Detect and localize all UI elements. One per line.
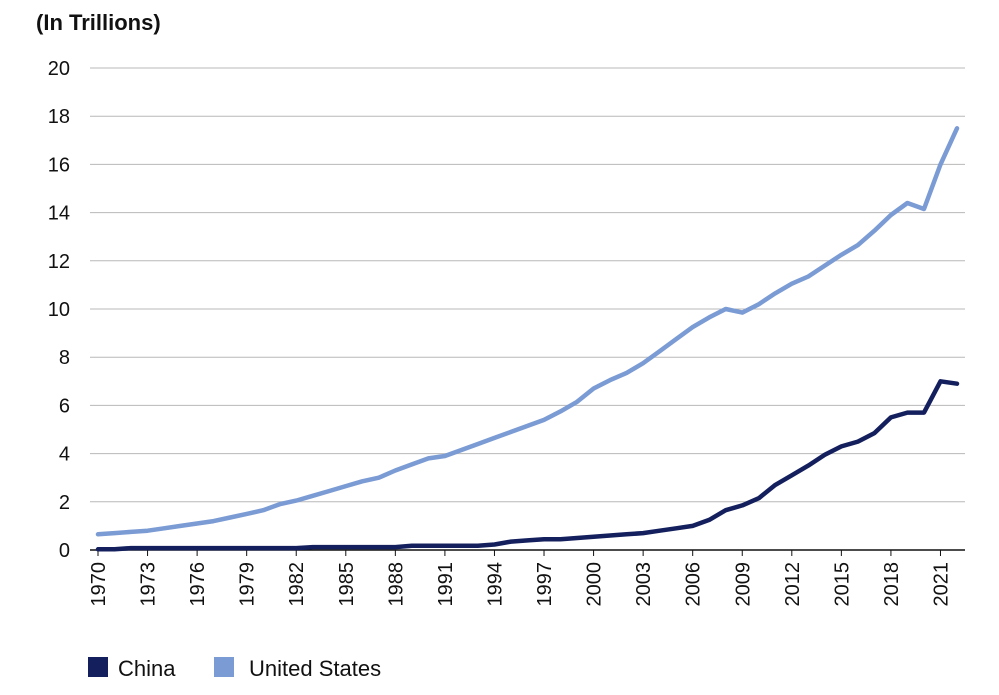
y-tick-label: 18	[48, 106, 70, 128]
series-line-united-states	[95, 126, 960, 537]
x-tick-label: 2021	[930, 562, 952, 607]
x-tick-label: 1970	[88, 562, 110, 607]
x-tick-label: 1997	[534, 562, 556, 607]
x-tick-label: 2000	[584, 562, 606, 607]
x-tick-label: 1988	[385, 562, 407, 607]
x-tick-label: 2018	[881, 562, 903, 607]
y-axis-label: (In Trillions)	[36, 10, 161, 35]
y-tick-label: 14	[48, 203, 70, 225]
y-tick-label: 16	[48, 154, 70, 176]
y-tick-label: 4	[59, 444, 70, 466]
y-tick-label: 8	[59, 347, 70, 369]
x-tick-label: 2015	[831, 562, 853, 607]
gridlines	[90, 67, 965, 503]
y-tick-label: 2	[59, 492, 70, 514]
x-tick-label: 1994	[484, 562, 506, 607]
x-tick-label: 1991	[435, 562, 457, 607]
legend: China United States	[88, 656, 381, 681]
legend-swatch-united-states	[214, 657, 234, 677]
y-tick-label: 0	[59, 540, 70, 562]
x-tick-label: 1979	[237, 562, 259, 607]
legend-label-united-states: United States	[249, 656, 381, 681]
x-tick-label: 2006	[683, 562, 705, 607]
y-axis-ticks: 0 2 4 6 8 10 12 14 16 18 20	[48, 58, 70, 562]
y-tick-label: 6	[59, 395, 70, 417]
x-axis-ticks: 1970 1973 1976 1979 1982 1985 1988 1991 1994 1997…	[88, 550, 952, 607]
x-tick-label: 1976	[187, 562, 209, 607]
series-line-china	[95, 379, 960, 552]
legend-swatch-china	[88, 657, 108, 677]
legend-label-china: China	[118, 656, 176, 681]
series-lines	[95, 126, 960, 552]
x-tick-label: 2012	[782, 562, 804, 607]
y-tick-label: 10	[48, 299, 70, 321]
x-tick-label: 1982	[286, 562, 308, 607]
y-tick-label: 20	[48, 58, 70, 80]
x-tick-label: 2009	[732, 562, 754, 607]
y-tick-label: 12	[48, 251, 70, 273]
x-tick-label: 1985	[336, 562, 358, 607]
x-tick-label: 2003	[633, 562, 655, 607]
x-tick-label: 1973	[138, 562, 160, 607]
